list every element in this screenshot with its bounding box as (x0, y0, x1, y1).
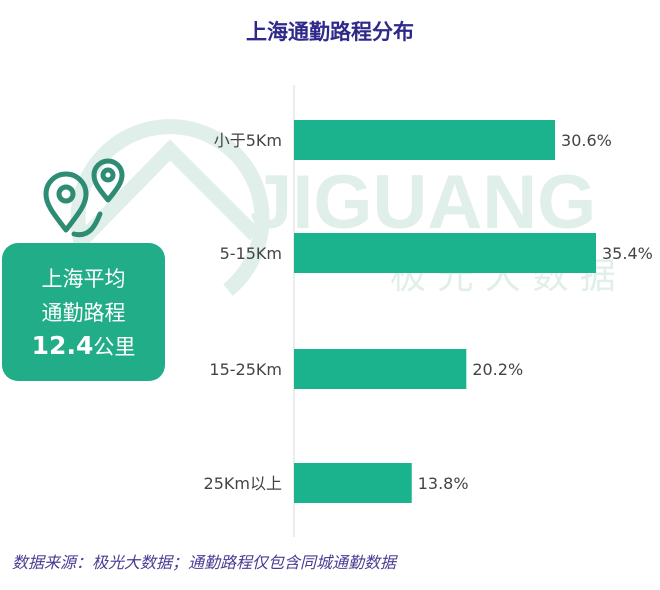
bar-value-label: 13.8% (418, 474, 469, 493)
category-tick-label: 15-25Km (209, 360, 282, 379)
average-value: 12.4 (31, 331, 94, 360)
category-tick-label: 25Km以上 (204, 474, 282, 493)
source-footnote: 数据来源：极光大数据；通勤路程仅包含同城通勤数据 (12, 553, 397, 572)
bar (294, 120, 556, 160)
bar (294, 233, 596, 273)
bar (294, 463, 412, 503)
watermark-brand-text: JIGUANG (250, 160, 596, 245)
average-unit: 公里 (93, 335, 136, 359)
average-label-line1: 上海平均 (41, 267, 126, 291)
average-commute-box: 上海平均 通勤路程 12.4公里 (2, 243, 165, 381)
average-value-line: 12.4公里 (2, 331, 165, 361)
bar-value-label: 20.2% (472, 360, 523, 379)
category-tick-label: 5-15Km (220, 244, 282, 263)
category-tick-label: 小于5Km (214, 131, 282, 150)
jiguang-logo-watermark (70, 119, 270, 296)
location-pins-icon (43, 158, 125, 238)
average-label-line2: 通勤路程 (41, 301, 126, 325)
bar (294, 349, 467, 389)
bar-value-label: 30.6% (561, 131, 612, 150)
bar-value-label: 35.4% (602, 244, 653, 263)
chart-title: 上海通勤路程分布 (246, 20, 414, 44)
bar-chart: 小于5Km 30.6% 5-15Km 35.4% 15-25Km 20.2% 25Km以上 1… (204, 85, 653, 537)
